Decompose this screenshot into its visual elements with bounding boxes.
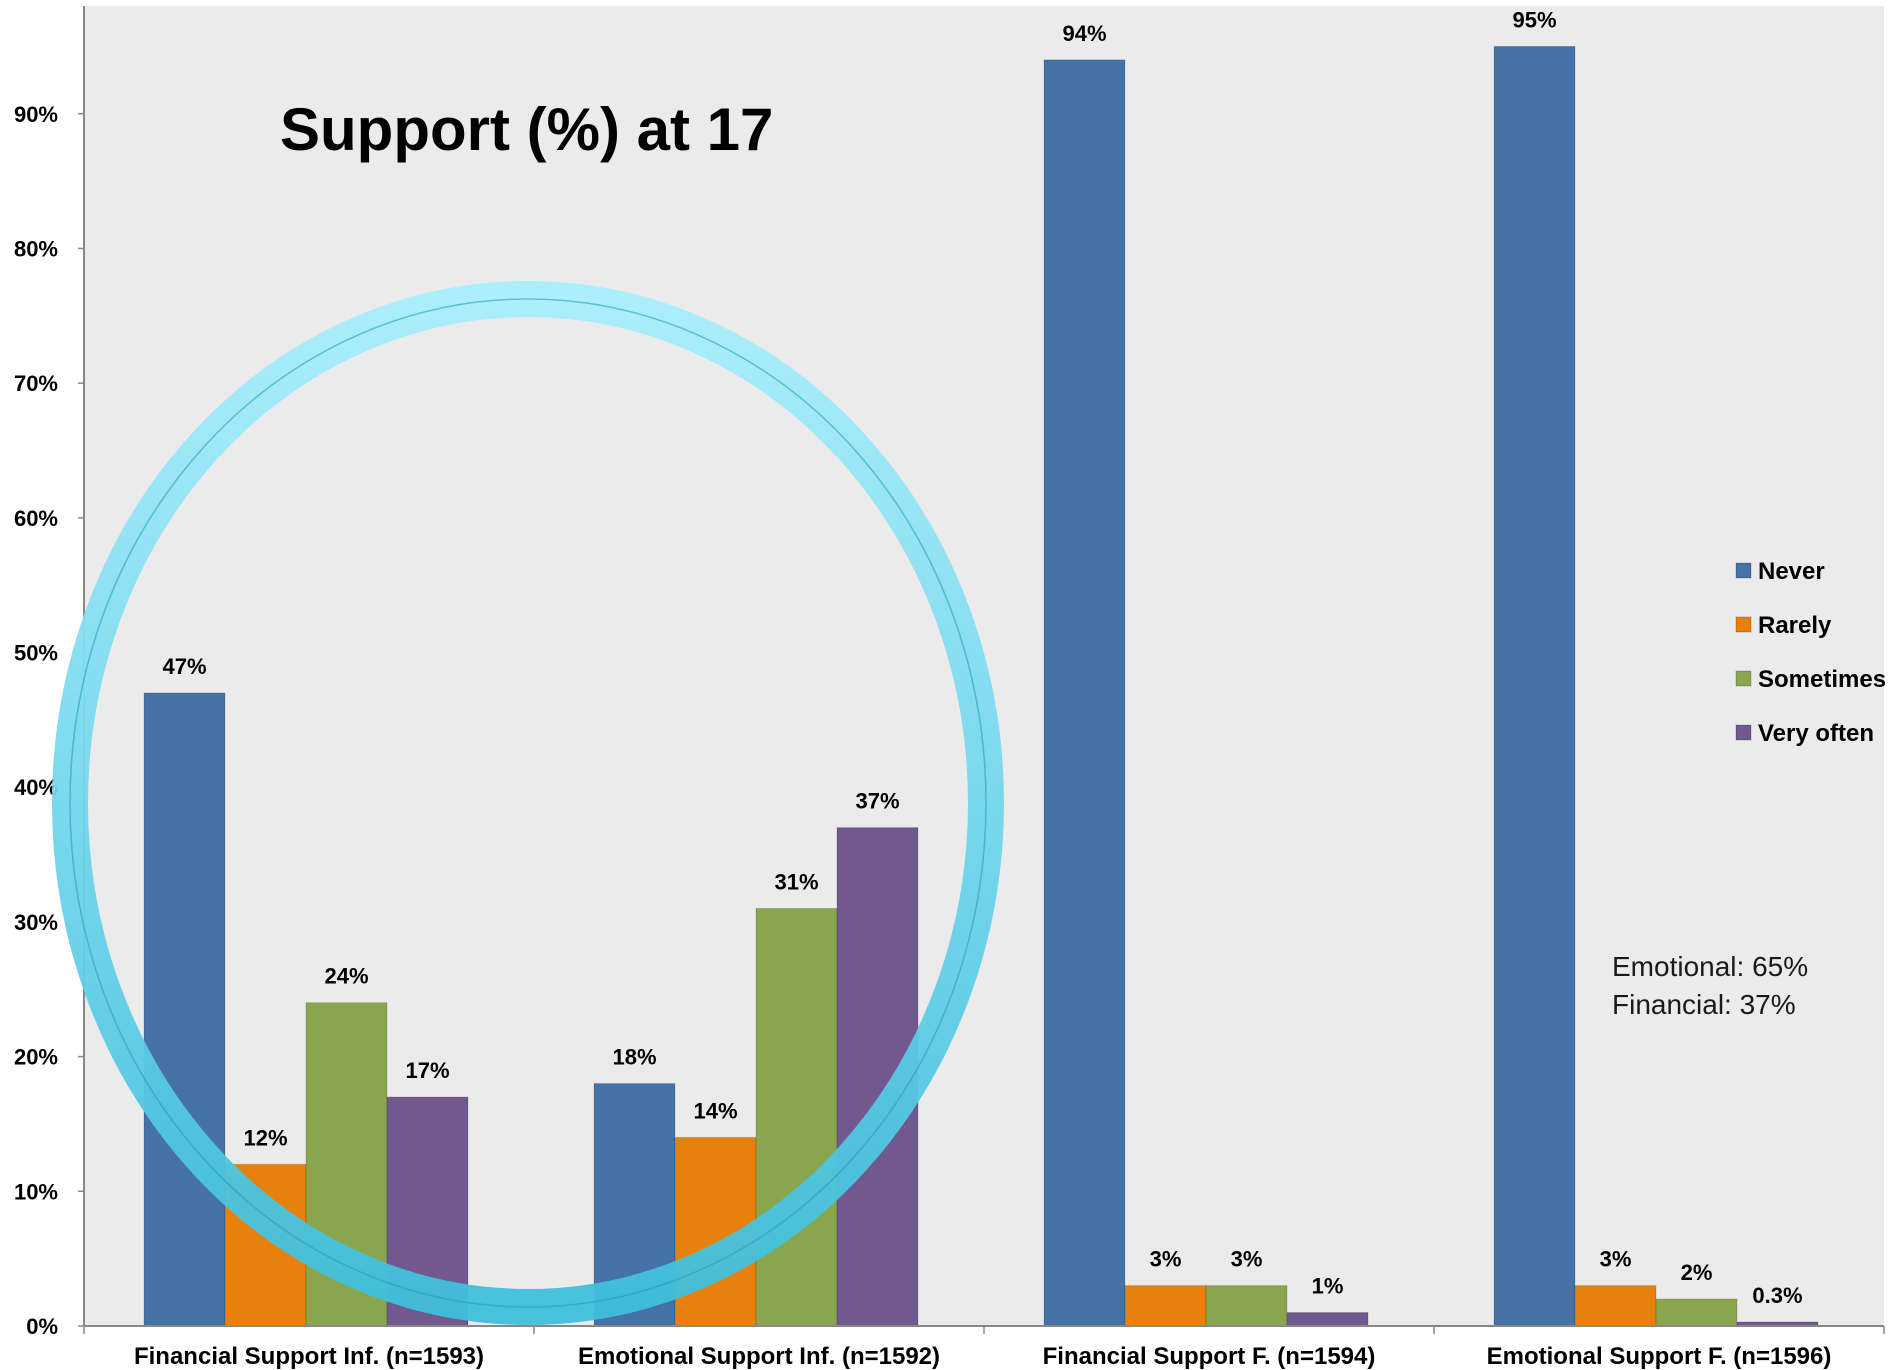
category-label: Emotional Support F. (n=1596) <box>1487 1343 1832 1370</box>
data-label: 14% <box>693 1098 737 1123</box>
bar-rarely-3 <box>1124 1285 1207 1327</box>
legend-swatch-never <box>1735 562 1752 579</box>
data-label: 24% <box>324 964 368 989</box>
data-label: 94% <box>1062 21 1106 46</box>
y-tick-label: 90% <box>14 102 58 127</box>
data-label: 3% <box>1150 1247 1182 1272</box>
bar-sometimes-4 <box>1655 1298 1738 1327</box>
y-tick-label: 40% <box>14 775 58 800</box>
data-label: 95% <box>1512 7 1556 32</box>
annotation-financial: Financial: 37% <box>1612 989 1796 1020</box>
y-tick-label: 60% <box>14 506 58 531</box>
legend-swatch-very-often <box>1735 724 1752 741</box>
y-tick-label: 0% <box>26 1314 58 1339</box>
legend-label-very-often: Very often <box>1758 720 1874 747</box>
bar-sometimes-2 <box>755 907 838 1327</box>
bar-rarely-4 <box>1574 1285 1657 1327</box>
legend-swatch-rarely <box>1735 616 1752 633</box>
y-tick-label: 70% <box>14 371 58 396</box>
legend-label-rarely: Rarely <box>1758 612 1832 639</box>
data-label: 3% <box>1231 1247 1263 1272</box>
bar-sometimes-3 <box>1205 1285 1288 1327</box>
y-tick-label: 10% <box>14 1179 58 1204</box>
data-label: 1% <box>1312 1274 1344 1299</box>
y-tick-label: 30% <box>14 910 58 935</box>
y-tick-label: 20% <box>14 1045 58 1070</box>
data-label: 2% <box>1681 1260 1713 1285</box>
data-label: 0.3% <box>1752 1283 1802 1308</box>
highlight-circle-outline <box>69 298 987 1308</box>
y-tick-label: 80% <box>14 236 58 261</box>
data-label: 18% <box>612 1045 656 1070</box>
annotation-emotional: Emotional: 65% <box>1612 951 1808 982</box>
legend: Never Rarely Sometimes Very often <box>1735 558 1886 747</box>
category-label: Financial Support Inf. (n=1593) <box>134 1343 484 1370</box>
bar-never-4 <box>1493 45 1576 1327</box>
data-label: 37% <box>855 789 899 814</box>
legend-label-sometimes: Sometimes <box>1758 666 1886 693</box>
bar-very-often-3 <box>1286 1312 1369 1327</box>
bar-never-1 <box>143 692 226 1327</box>
category-label: Financial Support F. (n=1594) <box>1043 1343 1376 1370</box>
bar-never-3 <box>1043 59 1126 1327</box>
data-label: 31% <box>774 869 818 894</box>
data-label: 3% <box>1600 1247 1632 1272</box>
data-label: 17% <box>405 1058 449 1083</box>
chart-title: Support (%) at 17 <box>280 96 773 163</box>
legend-swatch-sometimes <box>1735 670 1752 687</box>
data-label: 47% <box>162 654 206 679</box>
y-tick-label: 50% <box>14 641 58 666</box>
category-label: Emotional Support Inf. (n=1592) <box>578 1343 940 1370</box>
legend-label-never: Never <box>1758 558 1825 585</box>
data-label: 12% <box>243 1125 287 1150</box>
